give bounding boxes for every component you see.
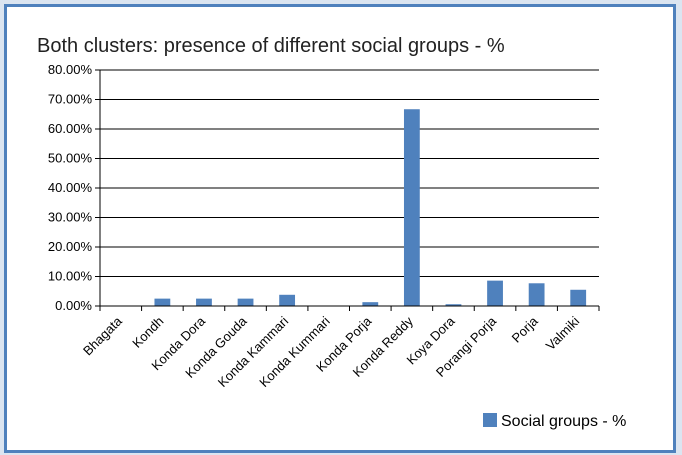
y-tick-label: 20.00% bbox=[48, 239, 93, 254]
bar bbox=[528, 283, 545, 306]
chart-svg: Both clusters: presence of different soc… bbox=[37, 35, 626, 430]
bar bbox=[196, 298, 212, 306]
chart-title: Both clusters: presence of different soc… bbox=[37, 35, 505, 57]
legend-swatch bbox=[483, 413, 497, 427]
bar bbox=[487, 280, 503, 306]
bar-layer bbox=[154, 109, 587, 306]
bar bbox=[570, 289, 587, 306]
legend-label: Social groups - % bbox=[501, 413, 626, 430]
label-layer: 0.00% 10.00% 20.00% 30.00% 40.00% 50.00% 60.00… bbox=[48, 62, 582, 390]
legend: Social groups - % bbox=[483, 413, 626, 430]
bar bbox=[403, 109, 420, 306]
y-tick-label: 40.00% bbox=[48, 180, 93, 195]
x-tick-label: Valmiki bbox=[543, 313, 583, 353]
x-tick-label: Kondh bbox=[129, 314, 166, 351]
y-tick-label: 30.00% bbox=[48, 210, 93, 225]
y-tick-label: 70.00% bbox=[48, 92, 93, 107]
x-tick-label: Bhagata bbox=[80, 313, 125, 358]
x-tick-label: Konda Kummari bbox=[256, 313, 333, 390]
chart-frame: Both clusters: presence of different soc… bbox=[4, 4, 676, 453]
bar bbox=[279, 294, 296, 306]
y-tick-label: 60.00% bbox=[48, 121, 93, 136]
axis-layer bbox=[95, 69, 600, 311]
bar bbox=[237, 298, 254, 306]
bar bbox=[154, 298, 171, 306]
y-tick-label: 10.00% bbox=[48, 269, 93, 284]
bar bbox=[362, 302, 379, 306]
y-tick-label: 80.00% bbox=[48, 62, 93, 77]
bar bbox=[445, 304, 462, 306]
x-tick-label: Konda Kammari bbox=[215, 313, 292, 390]
y-tick-label: 50.00% bbox=[48, 151, 93, 166]
y-tick-label: 0.00% bbox=[55, 298, 92, 313]
x-tick-label: Porja bbox=[509, 313, 542, 346]
grid-layer bbox=[100, 69, 599, 277]
